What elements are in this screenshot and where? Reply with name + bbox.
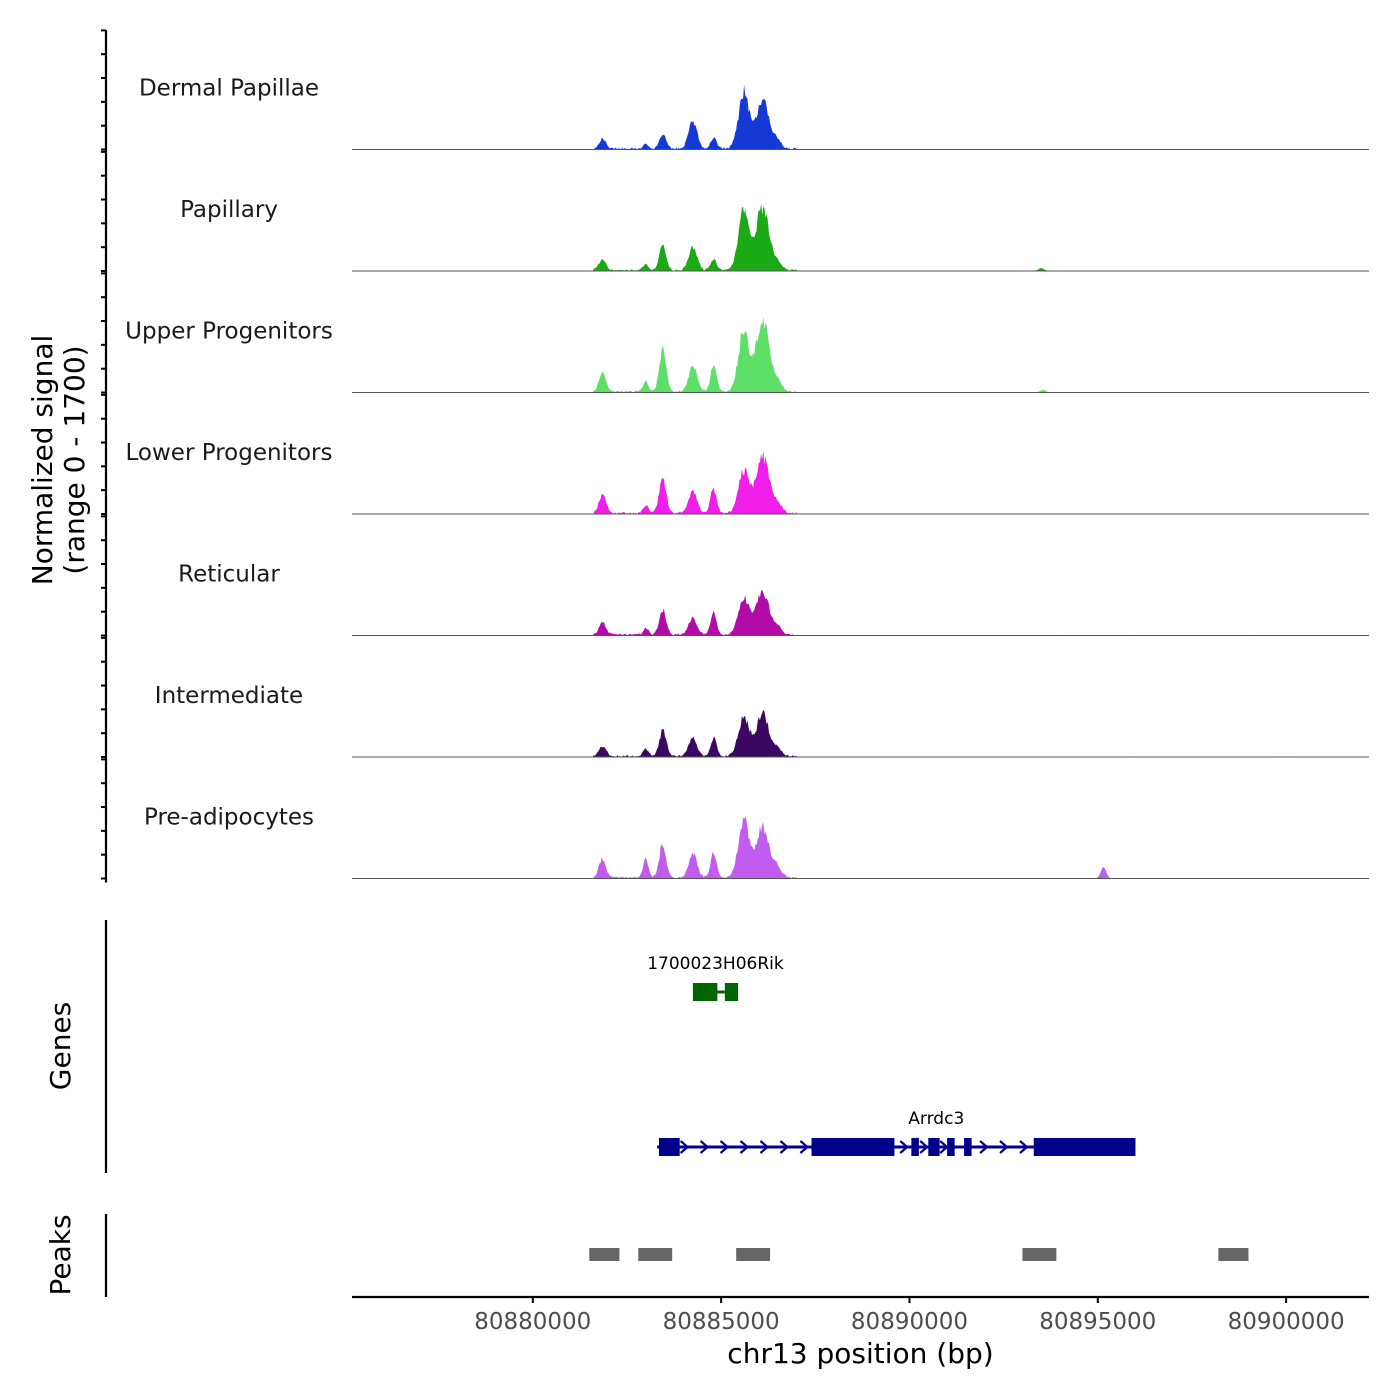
coverage-track-dermal-papillae: Dermal Papillae [139,76,1369,150]
strand-arrow [759,1140,770,1154]
coverage-y-axis-title-line2: (range 0 - 1700) [58,345,91,574]
strand-arrow [979,1140,989,1154]
track-label: Upper Progenitors [125,319,333,345]
coverage-track-papillary: Papillary [180,197,1369,272]
coverage-area [352,816,1369,879]
coverage-track-reticular: Reticular [178,562,1369,636]
gene-1700023h06rik: 1700023H06Rik [647,954,784,1001]
x-tick-label: 80885000 [663,1309,780,1335]
peak-region [589,1248,620,1261]
strand-arrow [939,1140,949,1154]
coverage-area [352,84,1369,150]
gene-label: Arrdc3 [908,1109,964,1129]
gene-arrdc3: Arrdc3 [657,1109,1136,1156]
peaks-panel: Peaks [44,1214,1249,1297]
x-tick-label: 80900000 [1228,1309,1345,1335]
track-label: Dermal Papillae [139,76,319,102]
strand-arrow [1019,1140,1029,1154]
coverage-track-upper-progenitors: Upper Progenitors [125,316,1369,393]
coverage-area [352,590,1369,636]
strand-arrow [899,1140,909,1154]
strand-arrow [679,1140,690,1154]
track-label: Lower Progenitors [126,440,333,466]
coverage-area [352,450,1369,514]
gene-exon [811,1138,895,1156]
peak-region [1022,1248,1057,1261]
strand-arrow [799,1140,810,1154]
coverage-area [352,203,1369,271]
gene-exon [724,983,739,1001]
x-axis-title: chr13 position (bp) [727,1337,993,1370]
genes-panel: Genes 1700023H06Rik Arrdc3 [44,920,1136,1173]
strand-arrow [779,1140,790,1154]
x-tick-label: 80880000 [474,1309,591,1335]
strand-arrow [699,1140,710,1154]
gene-exon [928,1138,940,1156]
x-axis: 80880000 80885000 80890000 80895000 80900000… [352,1295,1369,1370]
peak-region [736,1248,771,1261]
peak-region [1218,1248,1249,1261]
coverage-track-pre-adipocytes: Pre-adipocytes [144,805,1369,879]
coverage-track-lower-progenitors: Lower Progenitors [126,440,1369,515]
track-label: Pre-adipocytes [144,805,314,831]
x-tick-label: 80890000 [851,1309,968,1335]
coverage-panel: Normalized signal(range 0 - 1700) Dermal … [26,29,1369,883]
gene-exon [911,1138,919,1156]
gene-label: 1700023H06Rik [647,954,784,974]
coverage-y-axis-title: Normalized signal(range 0 - 1700) [26,335,91,586]
strand-arrow [919,1140,929,1154]
strand-arrow [719,1140,730,1154]
coverage-area [352,709,1369,757]
gene-exon [692,983,718,1001]
coverage-y-axis-title-line1: Normalized signal [26,335,59,586]
strand-arrow [739,1140,750,1154]
gene-exon [964,1138,972,1156]
gene-exon [947,1138,955,1156]
gene-exon [1033,1138,1136,1156]
track-label: Reticular [178,562,280,588]
genes-track-label: Genes [44,1002,77,1090]
coverage-track-intermediate: Intermediate [155,683,1369,758]
peaks-track-label: Peaks [44,1214,77,1295]
coverage-area [352,316,1369,393]
track-label: Papillary [180,197,278,223]
strand-arrow [999,1140,1009,1154]
x-tick-label: 80895000 [1039,1309,1156,1335]
gene-exon [658,1138,680,1156]
peak-region [638,1248,673,1261]
track-label: Intermediate [155,683,303,709]
